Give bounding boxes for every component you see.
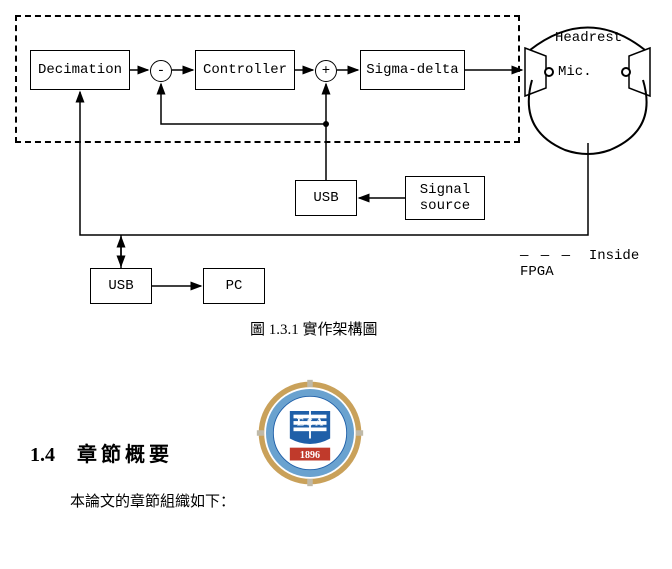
block-usb-top: USB <box>295 180 357 216</box>
summing-node-plus: + <box>315 60 337 82</box>
mic-label: Mic. <box>558 64 592 80</box>
block-usb-bottom: USB <box>90 268 152 304</box>
section-number: 1.4 <box>30 444 55 466</box>
summing-node-minus: - <box>150 60 172 82</box>
block-decimation: Decimation <box>30 50 130 90</box>
headrest-label: Headrest <box>555 30 622 46</box>
block-sigma-delta: Sigma-delta <box>360 50 465 90</box>
svg-text:E S A: E S A <box>297 417 323 429</box>
block-controller: Controller <box>195 50 295 90</box>
diagram-caption: 圖 1.3.1 實作架構圖 <box>250 318 378 339</box>
section-heading: 1.4 章節概要 <box>30 438 173 467</box>
section-line1: 本論文的章節組織如下： <box>70 490 235 511</box>
block-signal-source: Signal source <box>405 176 485 220</box>
legend-inside-fpga: — — — Inside FPGA <box>520 248 670 280</box>
university-emblem: E S A 1896 <box>255 378 365 488</box>
section-title: 章節概要 <box>77 444 173 466</box>
system-diagram: Decimation - Controller + Sigma-delta US… <box>10 10 670 350</box>
svg-text:1896: 1896 <box>300 450 320 461</box>
block-pc: PC <box>203 268 265 304</box>
